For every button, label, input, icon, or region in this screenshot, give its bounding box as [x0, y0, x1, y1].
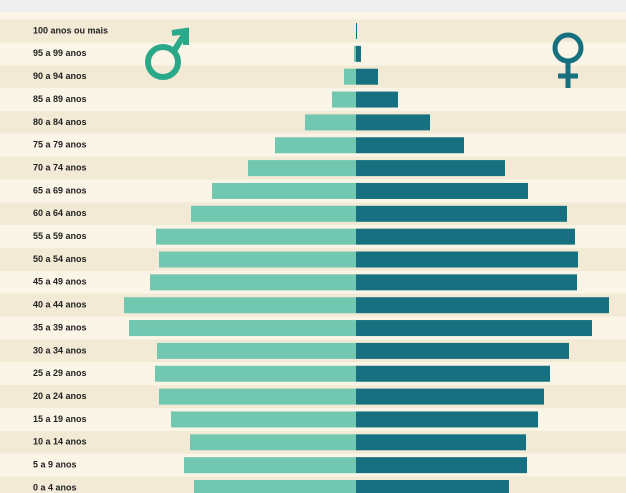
category-label: 65 a 69 anos — [33, 185, 87, 195]
bar — [184, 457, 356, 474]
category-label: 50 a 54 anos — [33, 254, 87, 264]
bar — [356, 342, 569, 359]
bar — [305, 114, 356, 131]
male-icon — [145, 27, 189, 80]
bar — [356, 137, 464, 154]
bar — [356, 45, 361, 62]
category-label: 15 a 19 anos — [33, 414, 87, 424]
category-label: 80 a 84 anos — [33, 117, 87, 127]
category-label: 40 a 44 anos — [33, 300, 87, 310]
category-label: 30 a 34 anos — [33, 345, 87, 355]
bar — [171, 411, 356, 428]
bar — [159, 251, 356, 268]
bar — [124, 297, 356, 314]
row-band — [0, 42, 626, 66]
rows: 100 anos ou mais 95 a 99 anos 90 a 94 anos… — [0, 19, 626, 493]
category-label: 60 a 64 anos — [33, 208, 87, 218]
category-label: 0 a 4 anos — [33, 482, 77, 492]
bar — [356, 205, 567, 222]
bar — [356, 228, 575, 245]
bar — [190, 434, 356, 451]
bar — [191, 205, 356, 222]
category-label: 85 a 89 anos — [33, 94, 87, 104]
row-band — [0, 19, 626, 43]
top-strip — [0, 0, 626, 12]
bar — [356, 365, 550, 382]
bar — [159, 388, 356, 405]
bar — [248, 160, 356, 177]
category-label: 70 a 74 anos — [33, 162, 87, 172]
category-label: 5 a 9 anos — [33, 460, 77, 470]
row-band — [0, 65, 626, 89]
bar — [157, 342, 356, 359]
bar — [275, 137, 356, 154]
bar — [155, 365, 356, 382]
category-label: 10 a 14 anos — [33, 437, 87, 447]
category-label: 55 a 59 anos — [33, 231, 87, 241]
bar — [356, 68, 378, 85]
bar — [212, 182, 356, 199]
category-label: 95 a 99 anos — [33, 48, 87, 58]
bar — [332, 91, 356, 108]
category-label: 45 a 49 anos — [33, 277, 87, 287]
bar — [356, 160, 505, 177]
bar — [156, 228, 356, 245]
bar — [356, 274, 577, 291]
bar — [150, 274, 356, 291]
category-label: 90 a 94 anos — [33, 71, 87, 81]
bar — [356, 411, 538, 428]
bar — [356, 91, 398, 108]
bar — [194, 480, 356, 493]
category-label: 20 a 24 anos — [33, 391, 87, 401]
bar — [356, 480, 509, 493]
category-label: 25 a 29 anos — [33, 368, 87, 378]
bar — [129, 320, 356, 337]
row-band — [0, 88, 626, 111]
bar — [344, 68, 356, 85]
bar — [356, 457, 527, 474]
category-label: 100 anos ou mais — [33, 25, 108, 35]
bar — [356, 251, 578, 268]
category-label: 35 a 39 anos — [33, 322, 87, 332]
bar — [356, 297, 609, 314]
bar — [356, 320, 592, 337]
category-label: 75 a 79 anos — [33, 140, 87, 150]
bar — [356, 114, 430, 131]
bar — [354, 45, 356, 62]
bar — [356, 388, 544, 405]
bar — [356, 434, 526, 451]
bar — [356, 23, 357, 39]
bar — [356, 182, 528, 199]
female-icon — [552, 32, 584, 88]
